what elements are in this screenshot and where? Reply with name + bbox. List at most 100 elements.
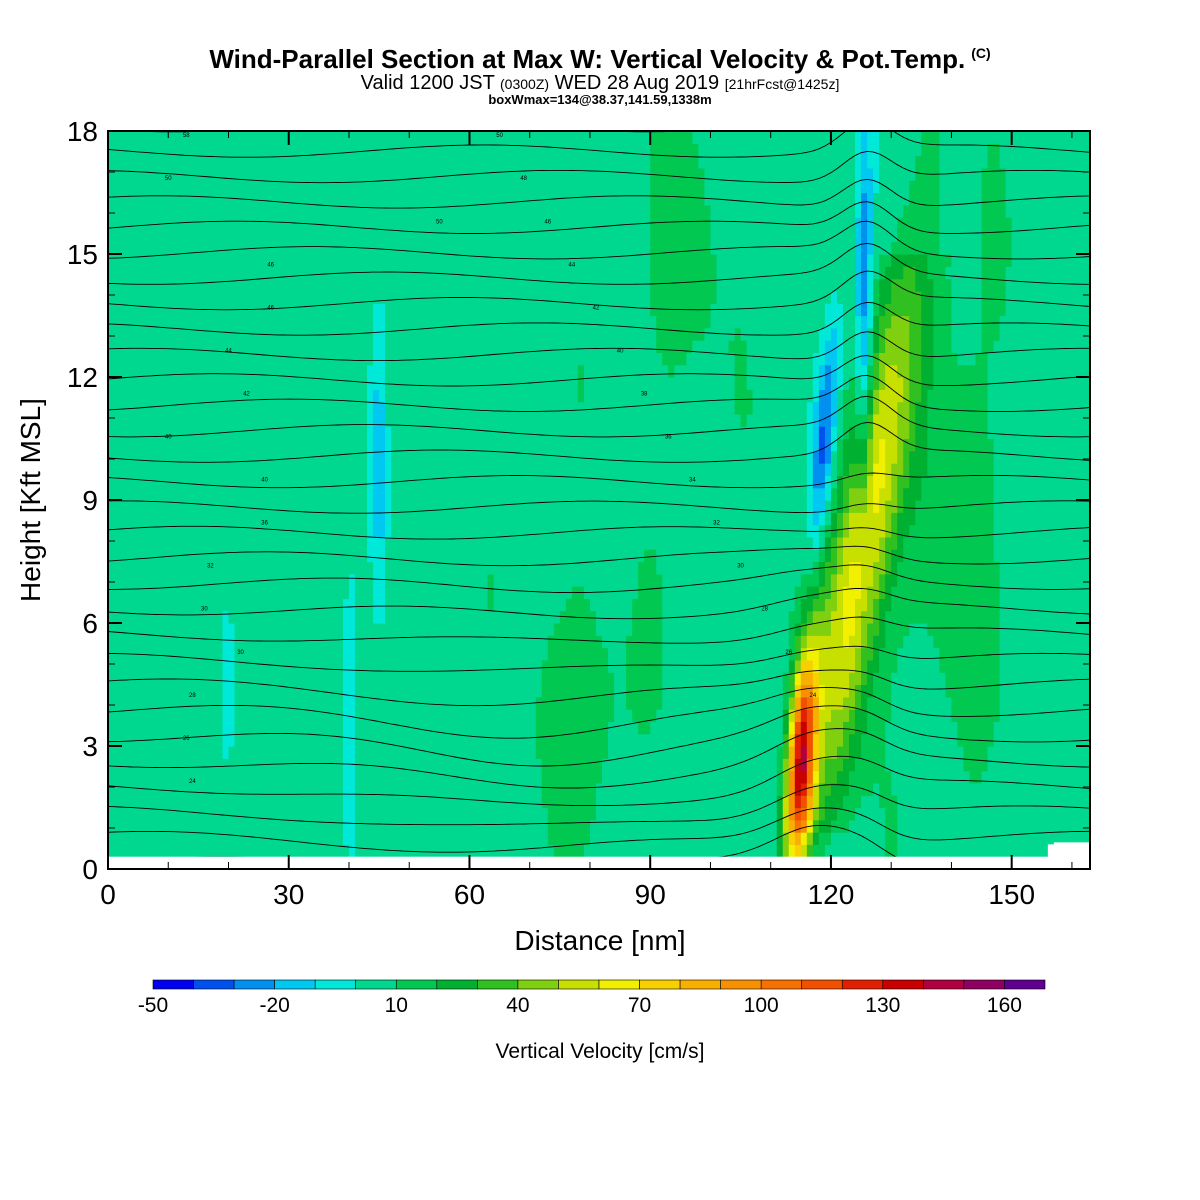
field-cell [252, 450, 260, 464]
field-cell [493, 229, 501, 243]
field-cell [559, 573, 567, 587]
field-cell [565, 143, 573, 157]
field-cell [421, 438, 428, 452]
field-cell [409, 795, 416, 809]
field-cell [379, 389, 386, 403]
field-cell [511, 819, 519, 833]
field-cell [132, 389, 139, 403]
field-cell [150, 684, 157, 698]
field-cell [385, 389, 392, 403]
field-cell [451, 475, 459, 489]
field-cell [559, 819, 567, 833]
field-cell [228, 844, 236, 858]
field-cell [306, 758, 314, 772]
field-cell [547, 413, 555, 427]
field-cell [433, 795, 440, 809]
field-cell [288, 586, 296, 599]
field-cell [276, 217, 284, 230]
field-cell [258, 512, 266, 526]
field-cell [397, 290, 404, 304]
field-cell [379, 561, 386, 575]
field-cell [162, 512, 169, 526]
field-cell [306, 672, 314, 686]
field-cell [234, 561, 242, 575]
field-cell [168, 155, 175, 169]
field-cell [457, 217, 465, 230]
field-cell [427, 610, 434, 624]
field-cell [204, 524, 212, 538]
field-cell [373, 229, 380, 243]
field-cell [415, 635, 422, 649]
field-cell [373, 487, 380, 501]
field-cell [602, 573, 609, 587]
field-cell [583, 290, 591, 304]
field-cell [385, 426, 392, 440]
field-cell [367, 266, 374, 280]
field-cell [427, 500, 434, 513]
field-cell [409, 623, 416, 636]
field-cell [373, 241, 380, 255]
field-cell [114, 450, 121, 464]
field-cell [391, 377, 398, 390]
field-cell [589, 598, 597, 612]
field-cell [330, 770, 338, 784]
field-cell [421, 131, 428, 144]
field-cell [595, 426, 603, 440]
field-cell [421, 746, 428, 759]
field-cell [192, 586, 199, 599]
field-cell [577, 241, 585, 255]
field-cell [421, 709, 428, 722]
field-cell [162, 413, 169, 427]
field-cell [547, 672, 555, 686]
field-cell [162, 524, 169, 538]
field-cell [415, 536, 422, 550]
field-cell [517, 770, 525, 784]
field-cell [108, 377, 115, 390]
field-cell [589, 278, 597, 292]
field-cell [342, 586, 350, 599]
field-cell [469, 352, 477, 366]
field-cell [499, 819, 507, 833]
field-cell [463, 536, 471, 550]
field-cell [541, 278, 549, 292]
field-cell [373, 733, 380, 747]
field-cell [421, 450, 428, 464]
field-cell [204, 167, 212, 181]
field-cell [493, 733, 501, 747]
field-cell [595, 413, 603, 427]
field-cell [186, 672, 193, 686]
field-cell [403, 684, 410, 698]
field-cell [469, 303, 477, 317]
field-cell [132, 290, 139, 304]
field-cell [312, 819, 320, 833]
field-cell [342, 733, 350, 747]
field-cell [216, 131, 224, 144]
field-cell [198, 795, 205, 809]
field-cell [517, 389, 525, 403]
field-cell [481, 192, 489, 206]
field-cell [439, 733, 446, 747]
field-cell [342, 131, 350, 144]
field-cell [282, 389, 290, 403]
field-cell [583, 131, 591, 144]
field-cell [385, 266, 392, 280]
field-cell [324, 401, 332, 415]
field-cell [397, 696, 404, 710]
field-cell [180, 807, 187, 821]
field-cell [318, 623, 326, 636]
field-cell [114, 500, 121, 513]
field-cell [415, 413, 422, 427]
field-cell [565, 413, 573, 427]
field-cell [589, 709, 597, 722]
field-cell [228, 377, 236, 390]
field-cell [523, 475, 531, 489]
field-cell [403, 709, 410, 722]
field-cell [174, 500, 181, 513]
field-cell [523, 217, 531, 230]
field-cell [475, 217, 483, 230]
field-cell [138, 167, 145, 181]
field-cell [475, 758, 483, 772]
field-cell [535, 524, 543, 538]
field-cell [355, 610, 362, 624]
field-cell [306, 623, 314, 636]
